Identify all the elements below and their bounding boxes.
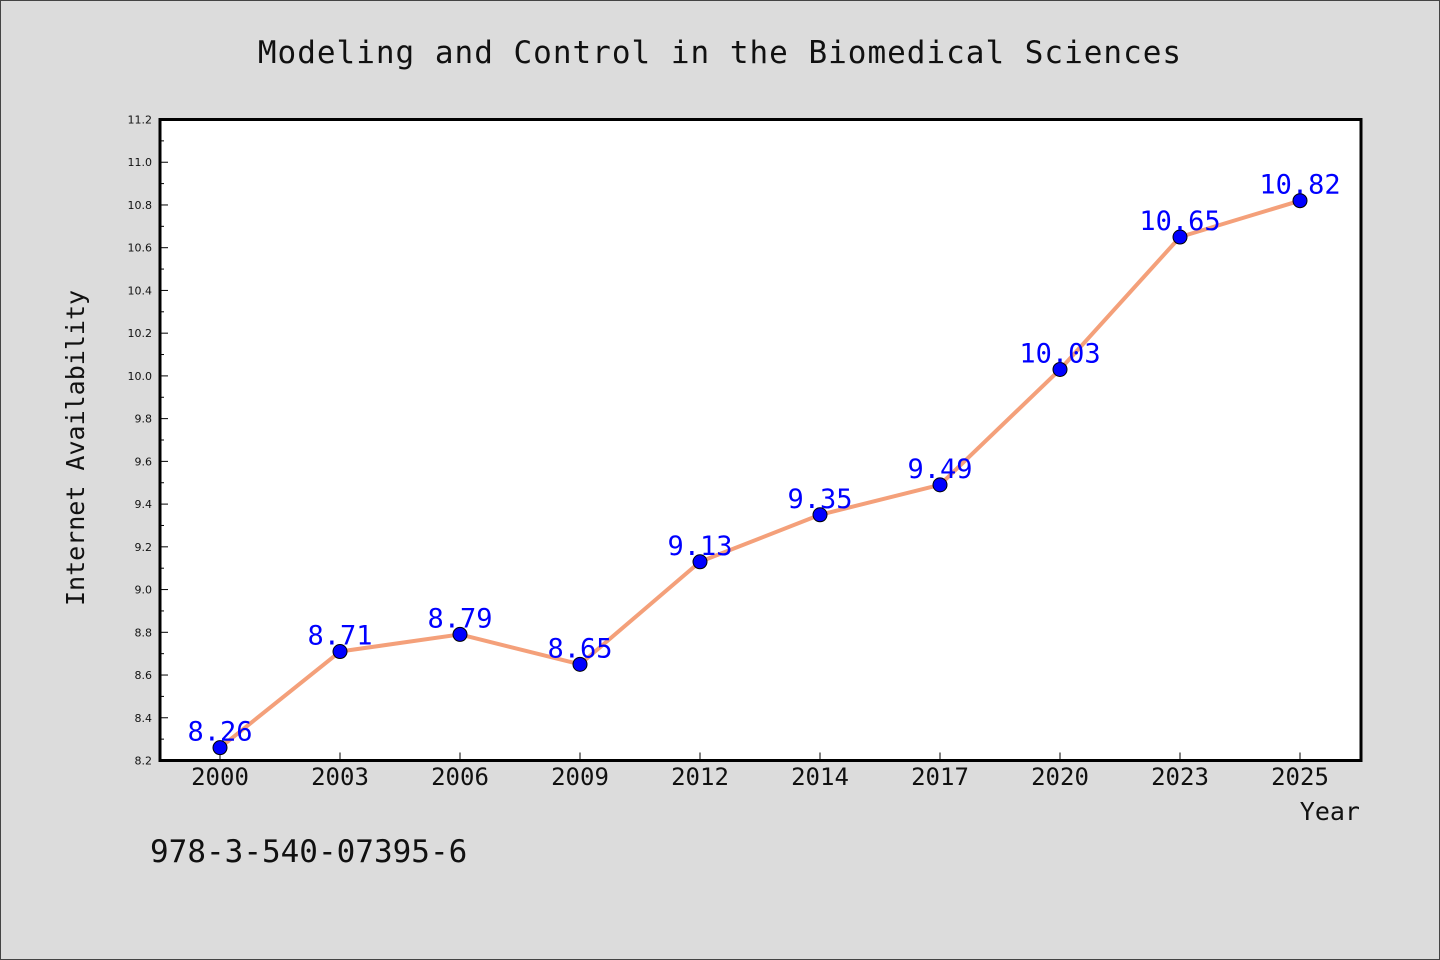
series-layer (212, 193, 1308, 756)
y-tick-label: 9.4 (135, 498, 153, 511)
data-point (332, 644, 348, 660)
y-axis: 8.2 8.4 8.6 8.8 9.0 9.2 9.4 9.6 9.8 10.0 10.2 10.4 1… (128, 114, 168, 768)
x-tick-label: 2017 (911, 763, 969, 791)
data-point (452, 626, 468, 642)
data-label: 8.79 (427, 603, 492, 634)
data-point (1052, 361, 1068, 377)
data-label: 10.82 (1259, 170, 1340, 201)
x-axis-title: Year (1300, 797, 1360, 826)
data-label: 10.65 (1139, 206, 1220, 237)
y-tick-label: 9.8 (135, 413, 153, 426)
x-tick-label: 2025 (1271, 763, 1329, 791)
data-label: 9.13 (667, 531, 732, 562)
isbn-text: 978-3-540-07395-6 (150, 834, 468, 870)
data-label: 8.71 (307, 621, 372, 652)
data-point (1172, 229, 1188, 245)
x-tick-label: 2012 (671, 763, 729, 791)
x-tick-label: 2000 (191, 763, 249, 791)
y-tick-label: 10.6 (128, 242, 153, 255)
y-tick-label: 10.4 (128, 284, 153, 297)
x-axis: 2000 2003 2006 2009 2012 2014 2017 2020 2023 2025 (191, 752, 1329, 791)
data-label: 9.35 (787, 484, 852, 515)
y-tick-label: 8.4 (135, 712, 153, 725)
x-tick-label: 2014 (791, 763, 849, 791)
data-point (932, 477, 948, 493)
y-tick-label: 8.2 (135, 755, 153, 768)
data-label: 8.65 (547, 633, 612, 664)
y-tick-label: 8.8 (135, 626, 153, 639)
y-tick-label: 9.6 (135, 455, 153, 468)
y-tick-label: 8.6 (135, 669, 153, 682)
chart-title: Modeling and Control in the Biomedical S… (258, 35, 1182, 71)
y-tick-label: 10.0 (128, 370, 153, 383)
y-tick-label: 11.0 (128, 156, 153, 169)
y-tick-label: 10.8 (128, 199, 153, 212)
x-tick-label: 2003 (311, 763, 369, 791)
data-point (572, 656, 588, 672)
series-line (218, 198, 1302, 750)
y-tick-label: 9.0 (135, 584, 153, 597)
data-label: 10.03 (1019, 338, 1100, 369)
data-point (212, 740, 228, 756)
y-tick-label: 9.2 (135, 541, 153, 554)
data-point (1292, 193, 1308, 209)
x-tick-label: 2009 (551, 763, 609, 791)
data-point (812, 507, 828, 523)
data-labels: 8.26 8.71 8.79 8.65 9.13 9.35 9.49 10.03 10.65 10… (187, 170, 1340, 748)
y-tick-label: 11.2 (128, 114, 153, 127)
data-label: 8.26 (187, 717, 252, 748)
data-point (692, 554, 708, 570)
y-axis-title: Internet Availability (61, 290, 90, 606)
x-tick-label: 2023 (1151, 763, 1209, 791)
data-label: 9.49 (907, 454, 972, 485)
plot-area (158, 118, 1363, 762)
x-tick-label: 2006 (431, 763, 489, 791)
x-tick-label: 2020 (1031, 763, 1089, 791)
y-tick-label: 10.2 (128, 327, 153, 340)
